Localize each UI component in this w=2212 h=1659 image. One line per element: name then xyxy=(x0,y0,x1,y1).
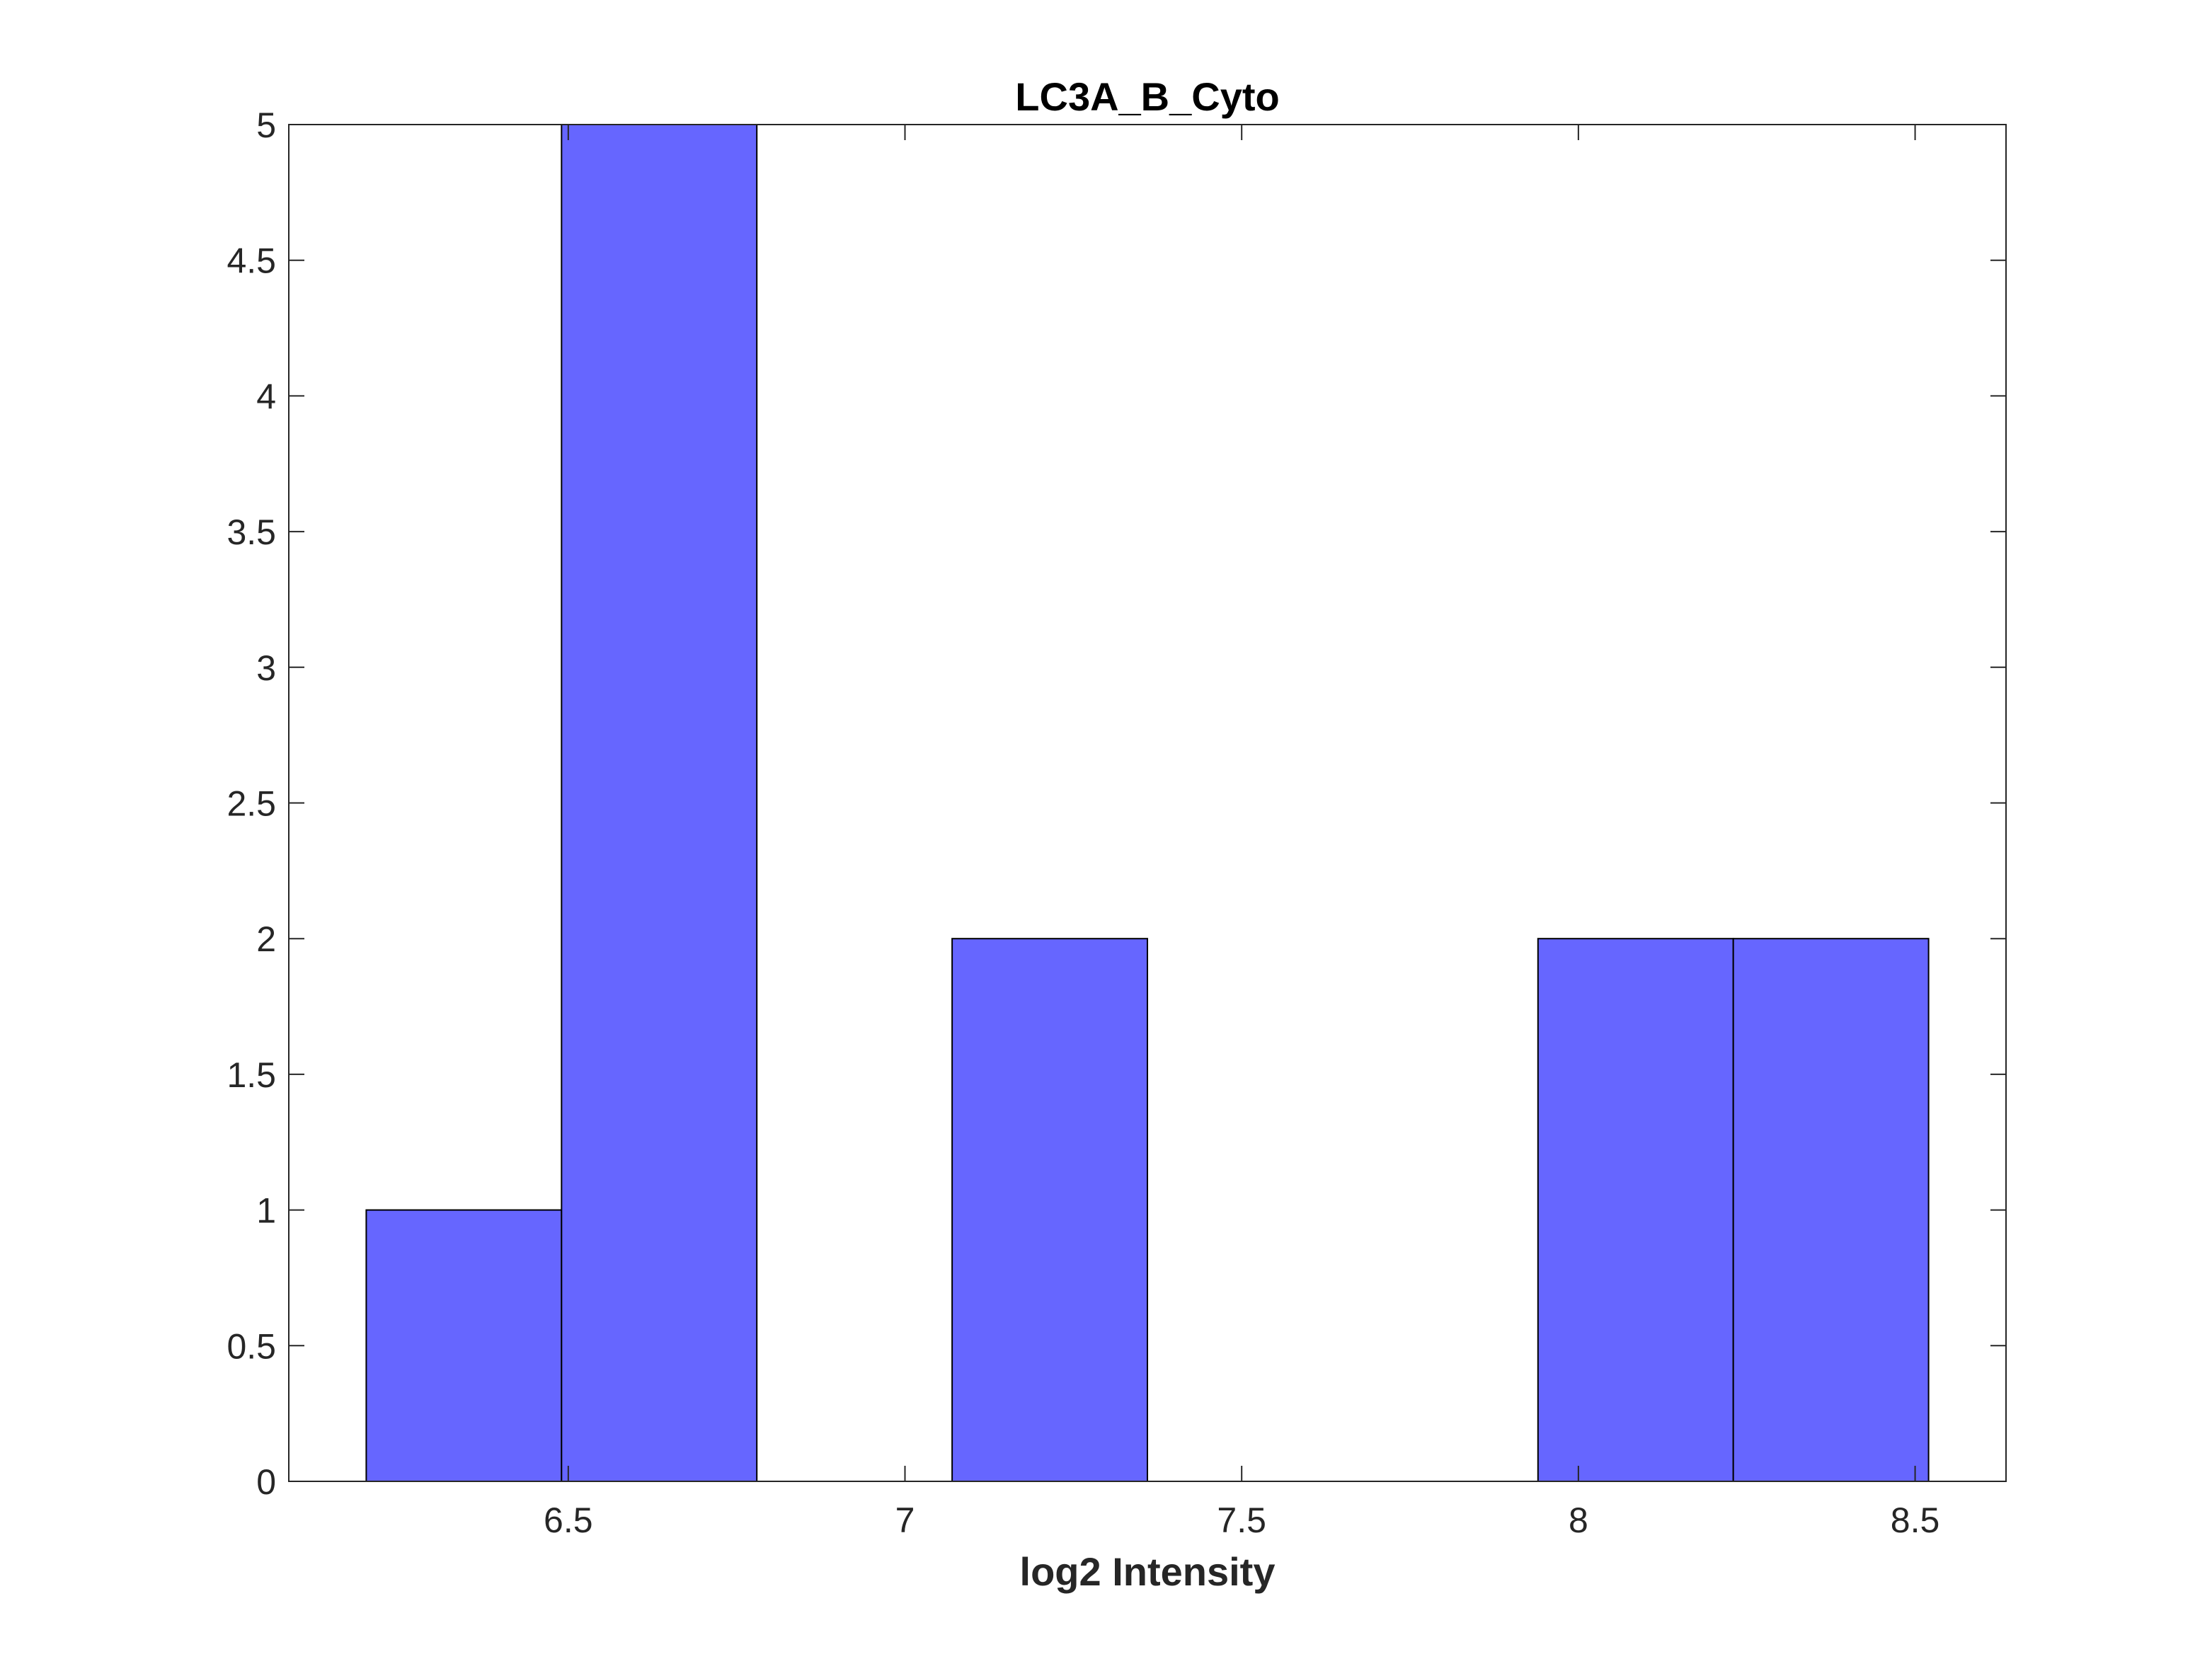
ticks-group: 6.5 7 7.5 8 8.5 0 0.5 1 1.5 2 2.5 3 3.5 4 4.5 5 xyxy=(227,105,2006,1540)
x-axis-label: log2 Intensity xyxy=(1020,1549,1276,1594)
x-tick-label-1: 7 xyxy=(895,1500,915,1540)
y-tick-label-2: 1 xyxy=(256,1191,276,1231)
y-tick-label-10: 5 xyxy=(256,105,276,145)
y-tick-label-3: 1.5 xyxy=(227,1055,276,1095)
histogram-bar-3 xyxy=(951,938,1148,1482)
y-tick-label-5: 2.5 xyxy=(227,784,276,824)
bars-group xyxy=(365,124,1930,1482)
y-tick-label-6: 3 xyxy=(256,648,276,688)
histogram-bar-0 xyxy=(365,1209,563,1482)
x-tick-label-2: 7.5 xyxy=(1217,1500,1266,1540)
y-tick-label-8: 4 xyxy=(256,377,276,416)
y-tick-label-7: 3.5 xyxy=(227,512,276,552)
x-tick-label-3: 8 xyxy=(1569,1500,1588,1540)
chart-title: LC3A_B_Cyto xyxy=(1015,74,1279,119)
x-tick-label-4: 8.5 xyxy=(1891,1500,1940,1540)
y-tick-label-1: 0.5 xyxy=(227,1326,276,1366)
y-tick-label-9: 4.5 xyxy=(227,241,276,281)
x-tick-label-0: 6.5 xyxy=(544,1500,593,1540)
histogram-bar-6 xyxy=(1537,938,1734,1482)
histogram-bar-7 xyxy=(1732,938,1930,1482)
histogram-bar-1 xyxy=(561,124,758,1482)
axes-box xyxy=(288,124,2007,1482)
y-tick-label-4: 2 xyxy=(256,919,276,959)
y-tick-label-0: 0 xyxy=(256,1462,276,1502)
